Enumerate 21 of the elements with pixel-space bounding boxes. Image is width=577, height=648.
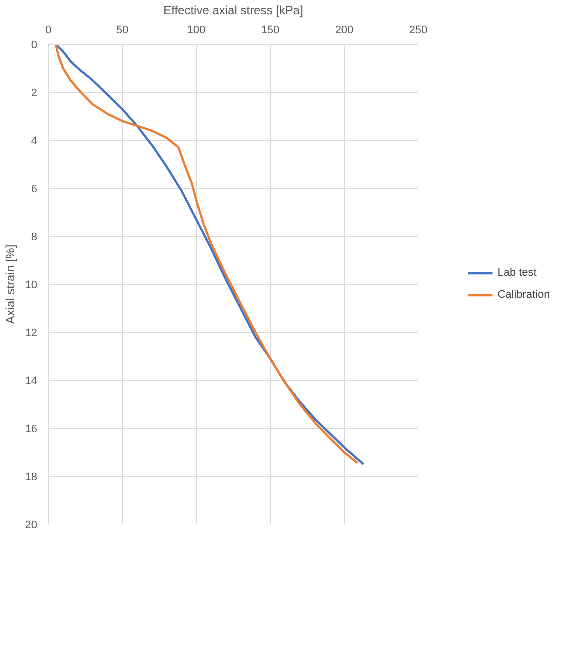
x-tick-label: 150 <box>261 24 280 36</box>
y-tick-label: 0 <box>31 40 38 52</box>
y-tick-label: 8 <box>31 232 38 244</box>
x-tick-label: 200 <box>335 24 354 36</box>
x-tick-label: 0 <box>45 24 52 36</box>
y-tick-label: 20 <box>25 520 38 532</box>
y-axis-title: Axial strain [%] <box>3 244 18 324</box>
x-axis-title: Effective axial stress [kPa] <box>164 4 304 18</box>
x-tick-label: 250 <box>409 24 428 36</box>
y-tick-label: 18 <box>25 472 38 484</box>
legend-label: Lab test <box>498 267 537 279</box>
y-tick-label: 14 <box>25 376 38 388</box>
x-tick-label: 50 <box>116 24 129 36</box>
y-tick-label: 2 <box>31 88 38 100</box>
x-tick-label: 100 <box>187 24 206 36</box>
y-tick-label: 10 <box>25 280 38 292</box>
y-tick-label: 6 <box>31 184 38 196</box>
legend-label: Calibration <box>498 289 550 301</box>
y-tick-label: 12 <box>25 328 38 340</box>
y-tick-label: 4 <box>31 136 38 148</box>
y-tick-label: 16 <box>25 424 38 436</box>
